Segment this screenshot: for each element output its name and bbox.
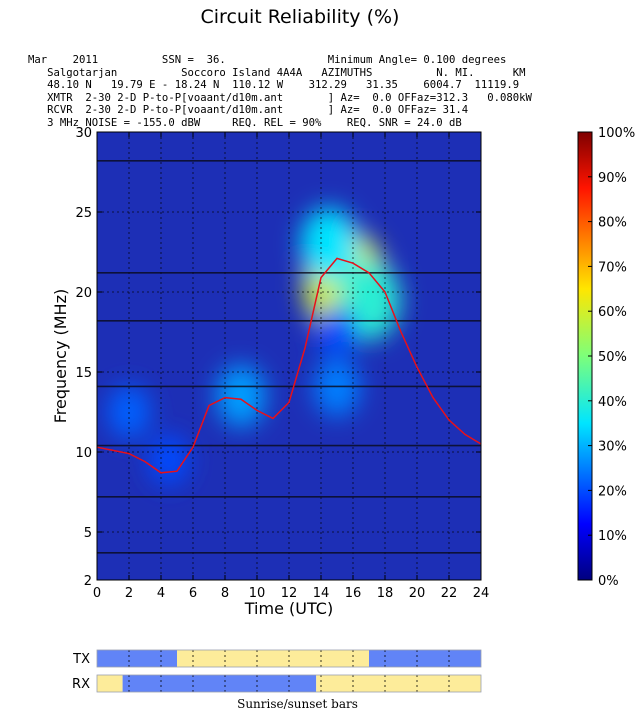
x-tick-label: 12 xyxy=(281,586,298,601)
sun-bar-segment-night xyxy=(97,650,177,667)
x-tick-label: 2 xyxy=(125,586,133,601)
y-tick-label: 2 xyxy=(84,574,92,589)
reliability-blob xyxy=(314,359,360,417)
reliability-blob xyxy=(300,207,358,281)
sun-bar-label: RX xyxy=(72,677,90,692)
reliability-blob xyxy=(317,307,357,357)
y-tick-label: 5 xyxy=(84,526,92,541)
x-tick-label: 20 xyxy=(409,586,426,601)
chart-title: Circuit Reliability (%) xyxy=(200,6,400,28)
colorbar-ticks: 0% 10% 20% 30% 40% 50% 60% 70% 80% 90% 100% xyxy=(588,126,635,589)
colorbar-tick-label: 80% xyxy=(598,216,627,231)
colorbar-tick-label: 100% xyxy=(598,126,635,141)
y-tick-label: 10 xyxy=(75,446,92,461)
sunrise-sunset-caption: Sunrise/sunset bars xyxy=(237,697,358,711)
colorbar-tick-label: 60% xyxy=(598,305,627,320)
sun-bar-frame xyxy=(96,674,482,693)
x-tick-label: 6 xyxy=(189,586,197,601)
colorbar-tick-label: 50% xyxy=(598,350,627,365)
colorbar-tick-label: 30% xyxy=(598,440,627,455)
x-tick-label: 18 xyxy=(377,586,394,601)
reliability-blob xyxy=(216,365,266,427)
sun-bar-segment-night xyxy=(122,675,317,692)
x-axis: 0 2 4 6 8 10 12 14 16 18 20 22 24 xyxy=(93,132,489,601)
sunrise-sunset-bars: TX RX xyxy=(72,649,482,693)
header-line-1: Mar 2011 SSN = 36. Minimum Angle= 0.100 … xyxy=(28,54,507,66)
y-tick-label: 30 xyxy=(75,126,92,141)
muf-line xyxy=(96,257,482,474)
sun-bar-segment-day xyxy=(97,675,123,692)
header-line-5: RCVR 2-30 2-D P-to-P[voaant/d10m.ant ] A… xyxy=(28,104,469,116)
x-tick-label: 4 xyxy=(157,586,165,601)
x-tick-label: 10 xyxy=(249,586,266,601)
x-tick-label: 22 xyxy=(441,586,458,601)
y-axis-label: Frequency (MHz) xyxy=(51,289,70,423)
sun-bar-label: TX xyxy=(72,652,90,667)
y-tick-label: 25 xyxy=(75,206,92,221)
x-tick-label: 0 xyxy=(93,586,101,601)
sun-bar-segment-day xyxy=(316,675,481,692)
prediction-header: Mar 2011 SSN = 36. Minimum Angle= 0.100 … xyxy=(28,54,532,129)
x-tick-label: 16 xyxy=(345,586,362,601)
x-tick-label: 8 xyxy=(221,586,229,601)
y-tick-label: 15 xyxy=(75,366,92,381)
colorbar-tick-label: 0% xyxy=(598,574,619,589)
sun-bar-segment-day xyxy=(177,650,369,667)
colorbar-tick-label: 90% xyxy=(598,171,627,186)
colorbar-tick-label: 70% xyxy=(598,260,627,275)
x-tick-label: 24 xyxy=(473,586,490,601)
grid xyxy=(97,132,481,580)
colorbar-tick-label: 10% xyxy=(598,529,627,544)
colorbar-tick-label: 40% xyxy=(598,395,627,410)
sun-bar-segment-night xyxy=(369,650,481,667)
header-line-3: 48.10 N 19.79 E - 18.24 N 110.12 W 312.2… xyxy=(28,79,520,91)
header-line-2: Salgotarjan Soccoro Island 4A4A AZIMUTHS… xyxy=(28,66,526,79)
y-tick-label: 20 xyxy=(75,286,92,301)
plot-background xyxy=(97,132,481,580)
sun-bar-frame xyxy=(96,649,482,668)
x-tick-label: 14 xyxy=(313,586,330,601)
colorbar-tick-label: 20% xyxy=(598,484,627,499)
header-line-4: XMTR 2-30 2-D P-to-P[voaant/d10m.ant ] A… xyxy=(28,91,532,104)
header-line-6: 3 MHz NOISE = -155.0 dBW REQ. REL = 90% … xyxy=(28,116,462,129)
x-axis-label: Time (UTC) xyxy=(244,599,333,618)
reliability-blob xyxy=(149,435,189,485)
